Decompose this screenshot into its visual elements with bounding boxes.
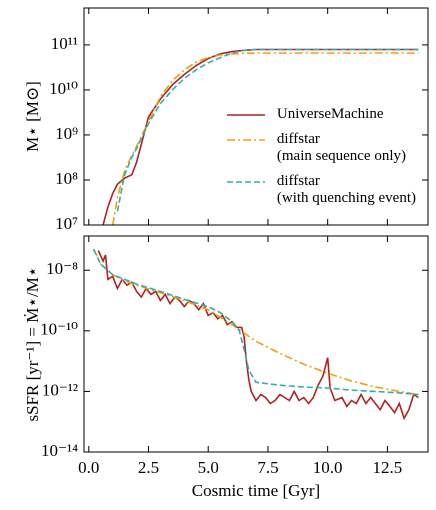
legend: UniverseMachine diffstar (main sequence o… — [225, 106, 416, 215]
y-tick-label: 10⁹ — [55, 124, 78, 143]
legend-swatch — [226, 114, 265, 116]
x-axis-label: Cosmic time [Gyr] — [192, 481, 320, 500]
x-tick-label: 7.5 — [257, 458, 278, 477]
y-tick-label: 10⁻¹⁰ — [40, 320, 78, 339]
legend-item: diffstar (with quenching event) — [225, 173, 416, 207]
x-tick-label: 10.0 — [313, 458, 343, 477]
x-tick-label: 5.0 — [198, 458, 219, 477]
x-tick-label: 12.5 — [373, 458, 403, 477]
legend-label: diffstar (main sequence only) — [276, 131, 406, 164]
y-tick-label: 10⁻¹⁴ — [41, 441, 78, 460]
series-line — [92, 248, 419, 396]
series-line — [116, 48, 419, 212]
series-line — [92, 248, 419, 396]
y-tick-label: 10⁻¹² — [42, 380, 78, 399]
legend-swatch — [226, 181, 265, 183]
y-tick-label: 10⁻⁸ — [46, 259, 78, 278]
y-tick-label: 10⁷ — [55, 214, 78, 233]
y-axis-label: sSFR [yr⁻¹] = Ṁ⋆/M⋆ — [23, 267, 42, 422]
series-line — [111, 52, 419, 225]
plot-frame — [83, 235, 429, 453]
legend-swatch — [226, 139, 265, 141]
y-tick-label: 10⁸ — [55, 169, 78, 188]
y-tick-label: 10¹⁰ — [49, 79, 78, 98]
x-tick-label: 0.0 — [78, 458, 99, 477]
legend-label: UniverseMachine — [276, 106, 384, 122]
legend-item: diffstar (main sequence only) — [225, 131, 416, 165]
y-axis-label: M⋆ [M⊙] — [23, 81, 42, 152]
plot-frame — [83, 7, 429, 226]
y-tick-label: 10¹¹ — [51, 34, 78, 53]
x-tick-label: 2.5 — [138, 458, 159, 477]
legend-item: UniverseMachine — [225, 106, 416, 123]
series-line — [97, 250, 419, 421]
legend-label: diffstar (with quenching event) — [276, 173, 416, 206]
